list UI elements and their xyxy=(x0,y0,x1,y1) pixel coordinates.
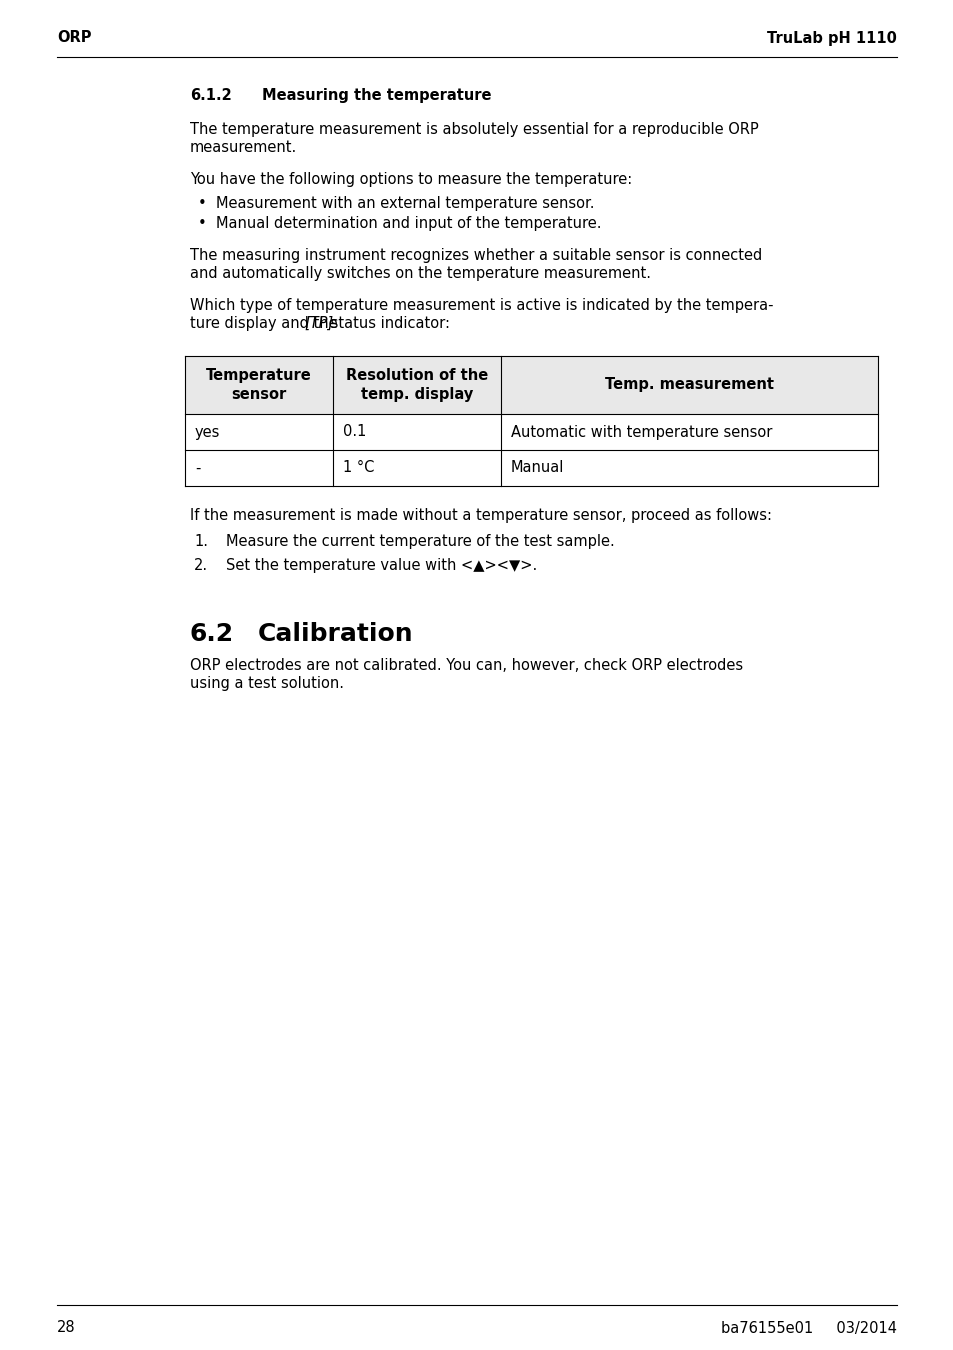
Text: 1.: 1. xyxy=(193,535,208,549)
Text: measurement.: measurement. xyxy=(190,140,297,155)
Text: Resolution of the
temp. display: Resolution of the temp. display xyxy=(346,367,488,402)
Text: 6.2: 6.2 xyxy=(190,622,233,647)
Bar xyxy=(185,356,877,414)
Text: 1 °C: 1 °C xyxy=(343,460,374,475)
Text: Manual determination and input of the temperature.: Manual determination and input of the te… xyxy=(215,216,601,231)
Text: yes: yes xyxy=(194,424,220,440)
Text: The measuring instrument recognizes whether a suitable sensor is connected: The measuring instrument recognizes whet… xyxy=(190,248,761,263)
Text: 0.1: 0.1 xyxy=(343,424,366,440)
Text: •: • xyxy=(198,216,207,231)
Text: status indicator:: status indicator: xyxy=(326,316,450,331)
Text: and automatically switches on the temperature measurement.: and automatically switches on the temper… xyxy=(190,266,650,281)
Text: ORP: ORP xyxy=(57,31,91,46)
Text: Measurement with an external temperature sensor.: Measurement with an external temperature… xyxy=(215,196,594,211)
Text: using a test solution.: using a test solution. xyxy=(190,676,344,691)
Text: Automatic with temperature sensor: Automatic with temperature sensor xyxy=(511,424,772,440)
Text: ture display and the: ture display and the xyxy=(190,316,342,331)
Text: Temp. measurement: Temp. measurement xyxy=(604,378,773,393)
Text: Temperature
sensor: Temperature sensor xyxy=(206,367,312,402)
Text: 6.1.2: 6.1.2 xyxy=(190,88,232,103)
Text: 2.: 2. xyxy=(193,558,208,572)
Text: [TP]: [TP] xyxy=(304,316,334,331)
Text: Manual: Manual xyxy=(511,460,564,475)
Text: The temperature measurement is absolutely essential for a reproducible ORP: The temperature measurement is absolutel… xyxy=(190,122,758,136)
Text: Measure the current temperature of the test sample.: Measure the current temperature of the t… xyxy=(226,535,614,549)
Text: Measuring the temperature: Measuring the temperature xyxy=(262,88,491,103)
Text: -: - xyxy=(194,460,200,475)
Text: If the measurement is made without a temperature sensor, proceed as follows:: If the measurement is made without a tem… xyxy=(190,508,771,522)
Text: TruLab pH 1110: TruLab pH 1110 xyxy=(766,31,896,46)
Bar xyxy=(185,356,877,486)
Text: •: • xyxy=(198,196,207,211)
Text: ORP electrodes are not calibrated. You can, however, check ORP electrodes: ORP electrodes are not calibrated. You c… xyxy=(190,657,742,674)
Text: 28: 28 xyxy=(57,1320,75,1335)
Text: ba76155e01     03/2014: ba76155e01 03/2014 xyxy=(720,1320,896,1335)
Text: Set the temperature value with <▲><▼>.: Set the temperature value with <▲><▼>. xyxy=(226,558,537,572)
Text: Which type of temperature measurement is active is indicated by the tempera-: Which type of temperature measurement is… xyxy=(190,298,773,313)
Text: Calibration: Calibration xyxy=(257,622,414,647)
Text: You have the following options to measure the temperature:: You have the following options to measur… xyxy=(190,171,632,188)
